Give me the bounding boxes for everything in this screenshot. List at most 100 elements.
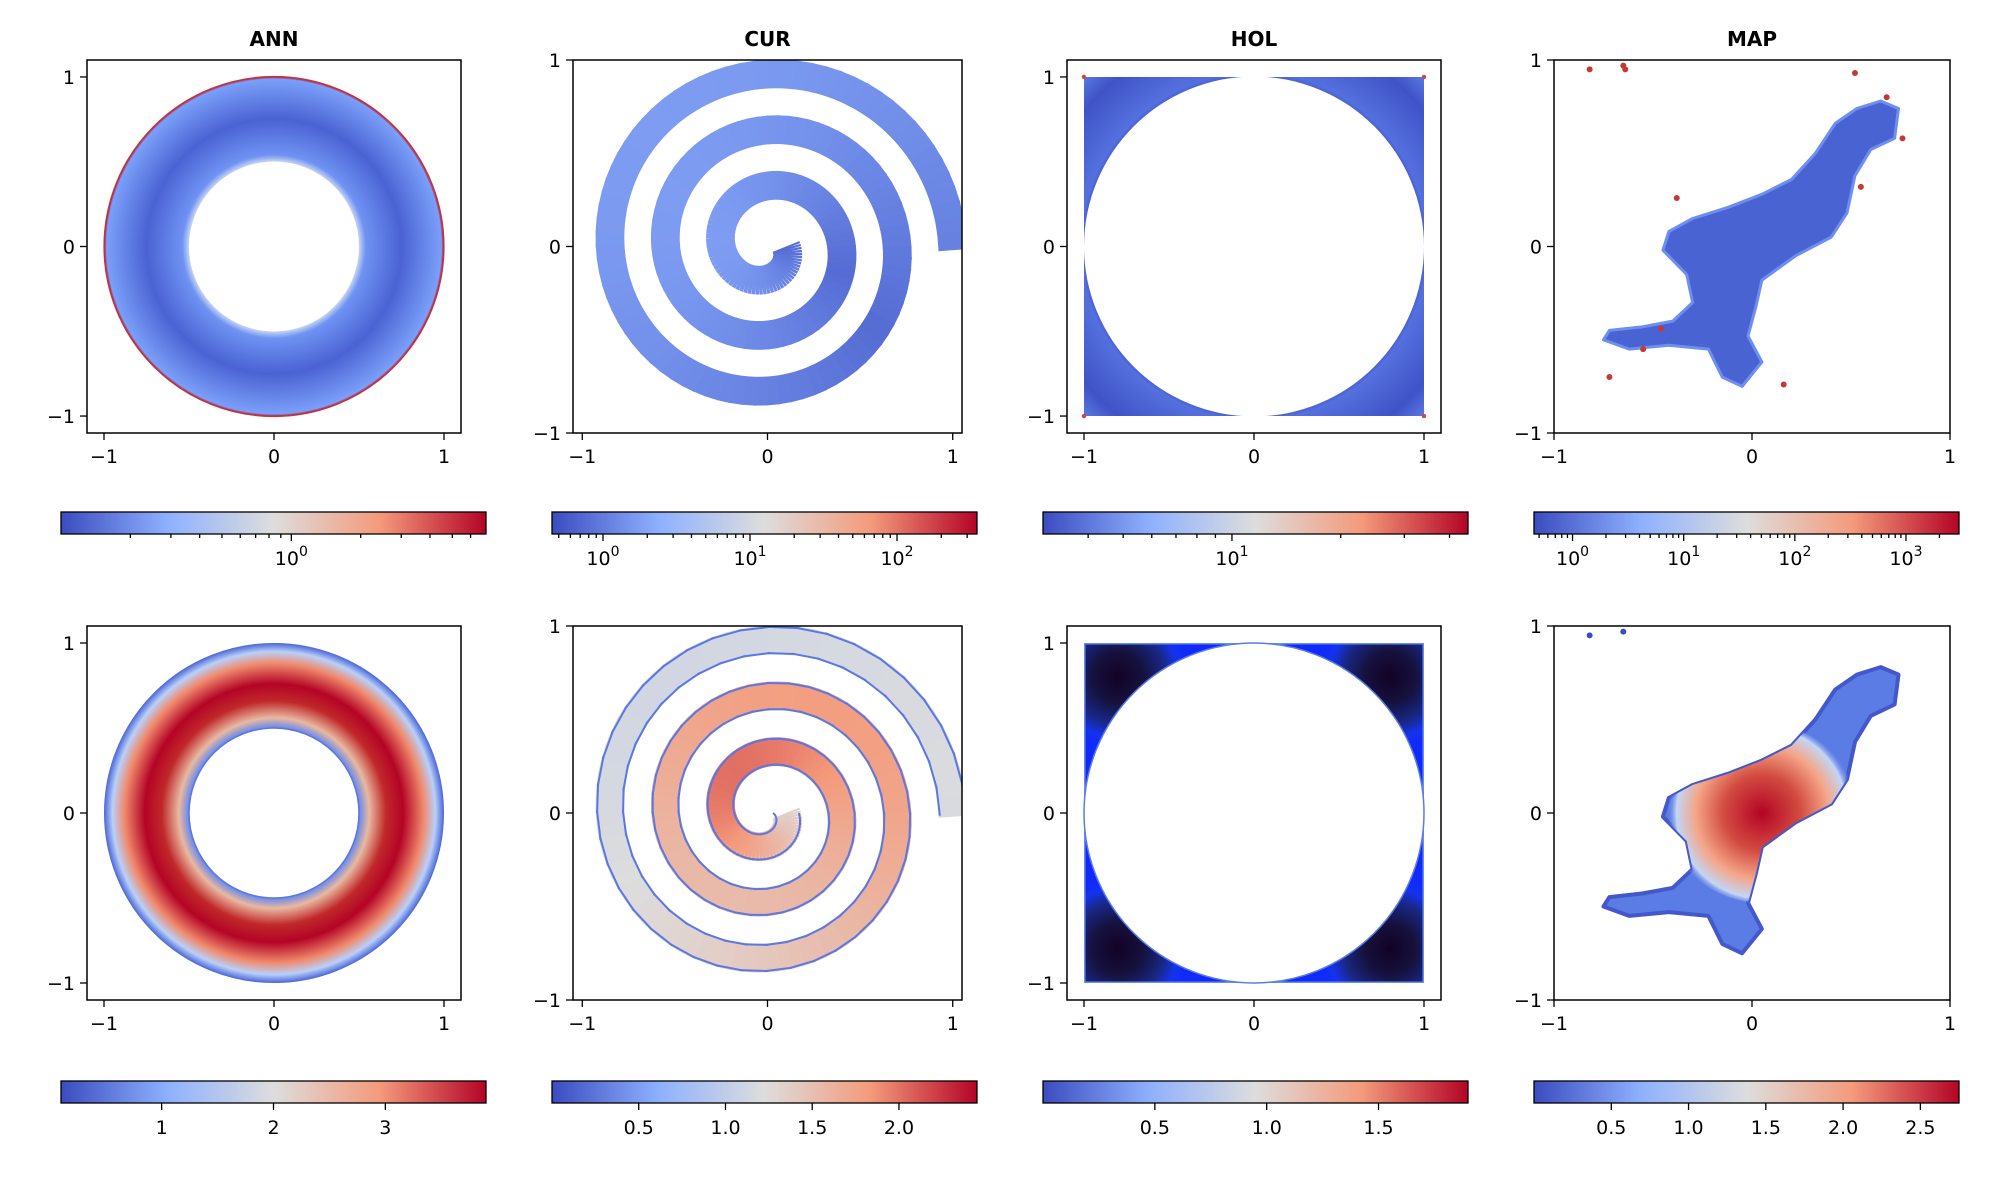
y-tick-label: −1: [1514, 423, 1542, 445]
error-point: [1622, 66, 1629, 73]
colorbar-tick-label: 1.0: [1673, 1117, 1703, 1139]
colorbar: 101: [1042, 511, 1469, 570]
colorbar-tick-label: 1.5: [797, 1117, 827, 1139]
colorbar-tick-label: 0.5: [624, 1117, 654, 1139]
panel-title: CUR: [744, 27, 790, 51]
colorbar-gradient: [1533, 511, 1960, 535]
x-tick-label: 1: [947, 1013, 959, 1035]
y-tick-label: 1: [63, 67, 75, 89]
y-tick-label: −1: [533, 423, 561, 445]
x-tick-label: 1: [1418, 446, 1430, 468]
x-tick-label: −1: [1070, 446, 1098, 468]
field-plot: [103, 75, 445, 418]
y-tick-label: 1: [549, 50, 561, 72]
x-tick-label: −1: [1540, 1013, 1568, 1035]
colorbar-gradient: [1042, 1080, 1469, 1104]
y-tick-label: −1: [47, 973, 75, 995]
x-tick-label: 0: [1248, 1013, 1260, 1035]
y-tick-label: 1: [549, 616, 561, 638]
annulus-field: [104, 643, 444, 983]
colorbar-tick-label: 0.5: [1140, 1117, 1170, 1139]
annulus-field: [104, 76, 444, 417]
error-point: [1586, 66, 1593, 73]
x-tick-label: −1: [1540, 446, 1568, 468]
colorbar: 100: [60, 511, 487, 570]
boundary-outer: [103, 75, 445, 418]
colorbar-tick-label: 1.5: [1751, 1117, 1781, 1139]
field-plot: [595, 60, 962, 406]
colorbar-tick-label: 1.5: [1363, 1117, 1393, 1139]
map-domain: [1602, 99, 1900, 388]
panel-map-error_log: MAP −1 0 1 −1 0 1 100 101 102 103: [1514, 27, 1960, 570]
island-point: [1620, 628, 1627, 635]
error-point: [1606, 374, 1613, 381]
y-tick-label: 0: [1530, 803, 1542, 825]
x-tick-label: 1: [1944, 446, 1956, 468]
x-tick-label: −1: [568, 446, 596, 468]
error-point: [1857, 183, 1864, 190]
panel-spiral-error_log: CUR −1 0 1 −1 0 1 100 101 102: [533, 27, 978, 570]
x-tick-label: 0: [268, 446, 280, 468]
x-tick-label: −1: [568, 1013, 596, 1035]
x-tick-label: 0: [1746, 446, 1758, 468]
panel-annulus-solution: −1 0 1 −1 0 1 1 2 3: [47, 625, 487, 1139]
x-tick-label: −1: [1070, 1013, 1098, 1035]
x-tick-label: 1: [947, 446, 959, 468]
y-tick-label: 1: [1530, 50, 1542, 72]
field-plot: [104, 643, 444, 983]
y-tick-label: −1: [47, 406, 75, 428]
x-tick-label: 1: [1418, 1013, 1430, 1035]
colorbar-tick-label: 2.0: [1828, 1117, 1858, 1139]
corner-hotspot: [1421, 413, 1427, 419]
colorbar-gradient: [1533, 1080, 1960, 1104]
x-tick-label: 0: [1746, 1013, 1758, 1035]
y-tick-label: −1: [533, 990, 561, 1012]
error-point: [1780, 381, 1787, 388]
panel-title: ANN: [250, 27, 299, 51]
y-tick-label: 0: [1530, 237, 1542, 259]
colorbar-tick-label: 2: [267, 1117, 279, 1139]
colorbar-gradient: [60, 1080, 487, 1104]
panel-title: HOL: [1231, 27, 1278, 51]
colorbar-gradient: [1042, 511, 1469, 535]
colorbar-gradient: [551, 1080, 978, 1104]
field-plot: [1082, 641, 1426, 985]
panel-annulus-error_log: ANN −1 0 1 −1 0 1 100: [47, 27, 487, 570]
error-point: [1640, 346, 1647, 353]
error-point: [1851, 70, 1858, 77]
x-tick-label: 0: [761, 1013, 773, 1035]
colorbar: 1 2 3: [60, 1080, 487, 1139]
colorbar-tick-label: 1: [156, 1117, 168, 1139]
x-tick-label: 0: [1248, 446, 1260, 468]
colorbar-gradient: [551, 511, 978, 535]
square-with-hole-field: [1084, 76, 1424, 417]
corner-hotspot: [1421, 74, 1427, 80]
hole-boundary: [1083, 642, 1425, 984]
panel-square-hole-solution: −1 0 1 −1 0 1 0.5 1.0 1.5: [1027, 625, 1469, 1139]
error-point: [1673, 195, 1680, 202]
x-tick-label: 0: [761, 446, 773, 468]
y-tick-label: −1: [1027, 973, 1055, 995]
x-tick-label: 1: [438, 446, 450, 468]
y-tick-label: 0: [63, 803, 75, 825]
corner-hotspot: [1081, 413, 1087, 419]
colorbar: 0.5 1.0 1.5: [1042, 1080, 1469, 1139]
colorbar-tick-label: 2.0: [884, 1117, 914, 1139]
y-tick-label: 0: [1043, 237, 1055, 259]
square-with-hole-field: [1082, 641, 1426, 985]
y-tick-label: −1: [1514, 990, 1542, 1012]
x-tick-label: 1: [438, 1013, 450, 1035]
colorbar-gradient: [60, 511, 487, 535]
colorbar-tick-label: 2.5: [1905, 1117, 1935, 1139]
field-plot: [1081, 74, 1427, 419]
field-plot: [1586, 62, 1906, 388]
y-tick-label: 1: [1043, 67, 1055, 89]
panel-title: MAP: [1727, 27, 1777, 51]
colorbar-tick-label: 1.0: [710, 1117, 740, 1139]
y-tick-label: 0: [1043, 803, 1055, 825]
colorbar-tick-label: 3: [379, 1117, 391, 1139]
island-point: [1586, 632, 1593, 639]
corner-hotspot: [1081, 74, 1087, 80]
x-tick-label: 0: [268, 1013, 280, 1035]
